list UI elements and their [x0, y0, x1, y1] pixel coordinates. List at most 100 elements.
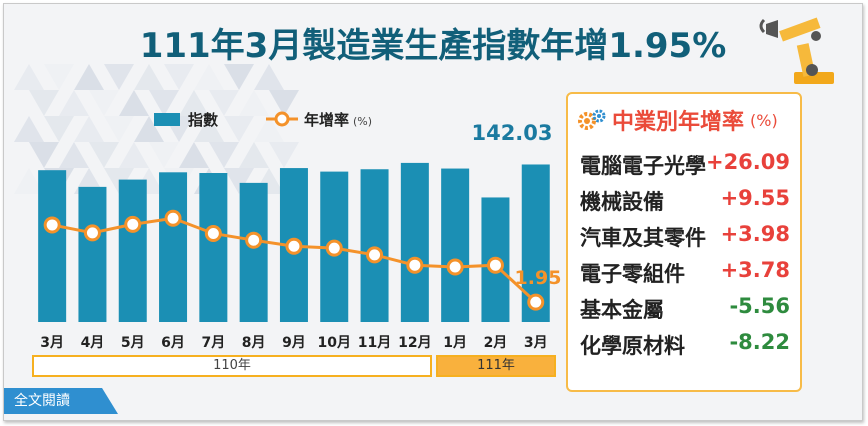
- year-group-bar: 110年 111年: [32, 355, 556, 377]
- x-axis-labels: 3月 4月 5月 6月 7月 8月 9月 10月 11月 12月 1月 2月 3月: [40, 335, 547, 351]
- background-triangle: [59, 142, 89, 168]
- background-triangle: [179, 90, 209, 116]
- background-triangle: [14, 64, 44, 90]
- chart-area: 指數 年增率 (%) 3月 4月 5月 6月 7月 8月 9月 10月 11月 12月 1月 2月 3月…: [38, 111, 561, 351]
- background-triangle: [74, 64, 104, 90]
- background-triangle: [119, 142, 149, 168]
- x-tick-label: 3月: [40, 335, 64, 351]
- legend-line-marker: [274, 111, 290, 127]
- x-tick-label: 9月: [282, 335, 306, 351]
- x-tick-label: 1月: [443, 335, 467, 351]
- background-triangle: [89, 90, 119, 116]
- growth-point: [366, 246, 384, 264]
- read-more-link[interactable]: 全文閱讀: [4, 388, 118, 414]
- industry-row: 汽車及其零件 +3.98: [580, 222, 790, 252]
- background-triangle: [224, 116, 254, 142]
- background-triangle: [59, 90, 89, 116]
- x-tick-label: 8月: [242, 335, 266, 351]
- industry-growth-value: +9.55: [720, 186, 790, 210]
- x-tick-label: 2月: [484, 335, 508, 351]
- industry-growth-value: +3.98: [720, 222, 790, 246]
- page-title: 111年3月製造業生產指數年增1.95%: [139, 26, 727, 66]
- legend: 指數 年增率 (%): [154, 111, 372, 129]
- industry-row: 基本金屬 -5.56: [580, 294, 790, 324]
- background-triangle: [239, 90, 269, 116]
- background-triangle: [224, 64, 254, 90]
- background-triangle: [74, 116, 104, 142]
- x-tick-label: 5月: [121, 335, 145, 351]
- bar: [38, 170, 67, 322]
- bar: [78, 186, 107, 322]
- background-triangle: [149, 142, 179, 168]
- year-group-111: 111年: [436, 355, 556, 377]
- growth-point: [204, 224, 222, 242]
- infographic-frame: 111年3月製造業生產指數年增1.95% 指數 年增率 (%) 3月 4月 5月 6月…: [3, 3, 863, 421]
- bar-data-label-last: 142.03: [471, 121, 552, 145]
- line-group: [43, 209, 545, 311]
- growth-point: [486, 256, 504, 274]
- growth-point: [285, 237, 303, 255]
- x-tick-label: 11月: [358, 335, 391, 351]
- background-triangle: [104, 64, 134, 90]
- legend-bar-label: 指數: [188, 111, 218, 129]
- industry-row: 電子零組件 +3.78: [580, 258, 790, 288]
- background-triangle: [194, 116, 224, 142]
- growth-point: [43, 216, 61, 234]
- x-tick-label: 10月: [318, 335, 351, 351]
- background-triangle: [269, 142, 299, 168]
- background-triangle: [44, 116, 74, 142]
- industry-growth-value: +3.78: [720, 258, 790, 282]
- industry-name: 汽車及其零件: [580, 226, 706, 250]
- industry-name: 機械設備: [580, 190, 664, 214]
- background-triangle: [239, 142, 269, 168]
- year-group-110: 110年: [32, 355, 432, 377]
- x-tick-label: 12月: [398, 335, 431, 351]
- bar: [239, 182, 268, 322]
- background-triangle: [254, 64, 284, 90]
- industry-row: 電腦電子光學 +26.09: [580, 150, 790, 180]
- background-triangle: [44, 64, 74, 90]
- growth-point: [124, 215, 142, 233]
- bar: [118, 179, 147, 322]
- bar: [441, 168, 470, 322]
- background-triangle: [29, 142, 59, 168]
- growth-point: [406, 256, 424, 274]
- bar: [199, 173, 228, 322]
- industry-growth-value: +26.09: [705, 150, 790, 174]
- background-triangle: [29, 90, 59, 116]
- background-triangle: [254, 116, 284, 142]
- background-triangle: [194, 64, 224, 90]
- background-triangle: [89, 142, 119, 168]
- background-triangle: [224, 168, 254, 194]
- bar: [400, 162, 429, 322]
- growth-point: [245, 231, 263, 249]
- robot-arm-icon: [759, 17, 834, 84]
- growth-point: [164, 209, 182, 227]
- background-triangle: [179, 142, 209, 168]
- industry-growth-panel: 中業別年增率 (%) 電腦電子光學 +26.09 機械設備 +9.55 汽車及其零件 +3…: [566, 92, 802, 392]
- background-triangle: [269, 90, 299, 116]
- industry-growth-value: -8.22: [729, 330, 790, 354]
- industry-name: 基本金屬: [580, 298, 664, 322]
- industry-row: 機械設備 +9.55: [580, 186, 790, 216]
- growth-point: [83, 224, 101, 242]
- panel-title: 中業別年增率 (%): [578, 104, 778, 136]
- panel-title-text: 中業別年增率: [612, 110, 745, 135]
- background-triangle: [134, 64, 164, 90]
- industry-name: 化學原材料: [580, 334, 685, 358]
- growth-point: [325, 239, 343, 257]
- background-triangle: [209, 90, 239, 116]
- bars-group: [38, 162, 550, 322]
- legend-bar-swatch: [154, 113, 180, 126]
- background-triangle: [104, 116, 134, 142]
- background-triangle: [209, 142, 239, 168]
- legend-line-unit: (%): [353, 115, 372, 128]
- bar: [360, 169, 389, 322]
- industry-row: 化學原材料 -8.22: [580, 330, 790, 360]
- x-tick-label: 6月: [161, 335, 185, 351]
- legend-line-label: 年增率: [304, 111, 349, 129]
- growth-point: [446, 258, 464, 276]
- background-triangle: [149, 90, 179, 116]
- industry-name: 電子零組件: [580, 262, 685, 286]
- x-tick-label: 4月: [81, 335, 105, 351]
